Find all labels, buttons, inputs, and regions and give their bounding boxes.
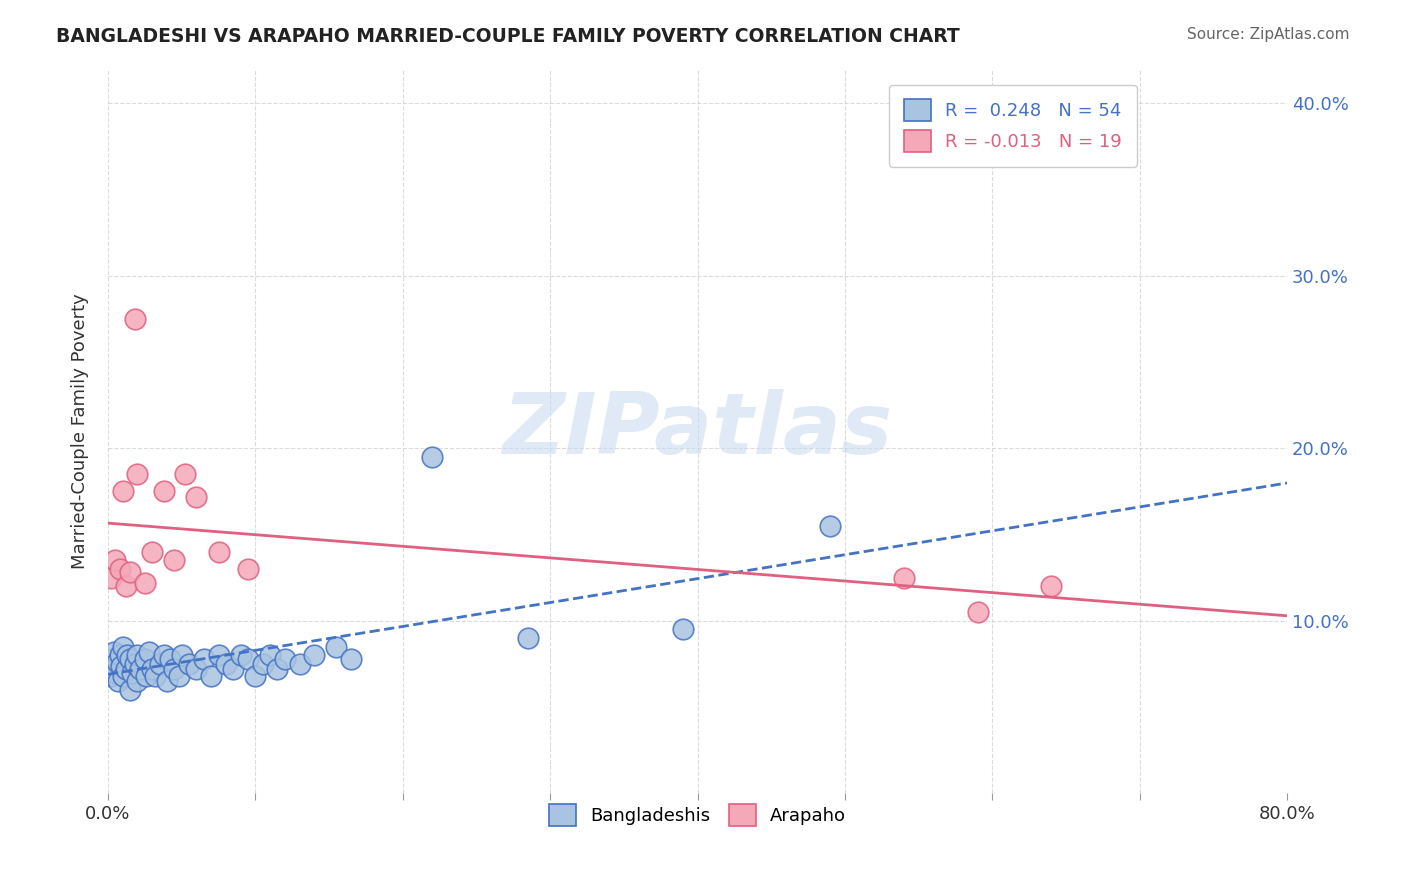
- Point: [101, 651, 124, 665]
- Point: [200, 669, 222, 683]
- Point: [120, 651, 142, 665]
- Point: [120, 682, 142, 697]
- Point: [517, 631, 540, 645]
- Point: [148, 657, 170, 671]
- Point: [111, 669, 134, 683]
- Point: [672, 623, 695, 637]
- Point: [127, 648, 149, 663]
- Point: [163, 662, 186, 676]
- Point: [153, 484, 176, 499]
- Point: [129, 662, 152, 676]
- Point: [177, 657, 200, 671]
- Point: [193, 651, 215, 665]
- Point: [105, 655, 128, 669]
- Point: [186, 490, 208, 504]
- Point: [124, 657, 146, 671]
- Point: [127, 674, 149, 689]
- Point: [138, 645, 160, 659]
- Point: [153, 648, 176, 663]
- Point: [236, 651, 259, 665]
- Point: [103, 645, 125, 659]
- Point: [229, 648, 252, 663]
- Point: [143, 669, 166, 683]
- Point: [121, 665, 143, 680]
- Y-axis label: Married-Couple Family Poverty: Married-Couple Family Poverty: [72, 293, 89, 569]
- Point: [252, 657, 274, 671]
- Point: [288, 657, 311, 671]
- Point: [159, 651, 181, 665]
- Point: [259, 648, 281, 663]
- Point: [108, 648, 131, 663]
- Text: Source: ZipAtlas.com: Source: ZipAtlas.com: [1187, 27, 1350, 42]
- Point: [100, 571, 122, 585]
- Point: [186, 662, 208, 676]
- Point: [325, 640, 347, 654]
- Point: [170, 648, 193, 663]
- Point: [304, 648, 326, 663]
- Point: [110, 658, 132, 673]
- Point: [124, 311, 146, 326]
- Point: [114, 662, 136, 676]
- Point: [134, 575, 156, 590]
- Point: [108, 562, 131, 576]
- Text: ZIPatlas: ZIPatlas: [502, 390, 893, 473]
- Point: [893, 571, 915, 585]
- Point: [141, 662, 163, 676]
- Point: [274, 651, 297, 665]
- Point: [97, 662, 120, 676]
- Point: [207, 545, 229, 559]
- Point: [173, 467, 195, 481]
- Point: [966, 605, 988, 619]
- Point: [236, 562, 259, 576]
- Point: [107, 674, 129, 689]
- Point: [127, 467, 149, 481]
- Point: [111, 640, 134, 654]
- Point: [340, 651, 363, 665]
- Point: [114, 579, 136, 593]
- Point: [104, 665, 127, 680]
- Point: [115, 648, 138, 663]
- Point: [207, 648, 229, 663]
- Point: [163, 553, 186, 567]
- Point: [266, 662, 288, 676]
- Point: [1040, 579, 1063, 593]
- Point: [167, 669, 190, 683]
- Text: BANGLADESHI VS ARAPAHO MARRIED-COUPLE FAMILY POVERTY CORRELATION CHART: BANGLADESHI VS ARAPAHO MARRIED-COUPLE FA…: [56, 27, 960, 45]
- Point: [245, 669, 267, 683]
- Point: [120, 566, 142, 580]
- Point: [818, 519, 841, 533]
- Point: [156, 674, 179, 689]
- Point: [111, 484, 134, 499]
- Point: [215, 657, 238, 671]
- Legend: Bangladeshis, Arapaho: Bangladeshis, Arapaho: [540, 795, 855, 835]
- Point: [135, 669, 157, 683]
- Point: [134, 651, 156, 665]
- Point: [104, 553, 127, 567]
- Point: [420, 450, 443, 464]
- Point: [141, 545, 163, 559]
- Point: [100, 669, 122, 683]
- Point: [222, 662, 245, 676]
